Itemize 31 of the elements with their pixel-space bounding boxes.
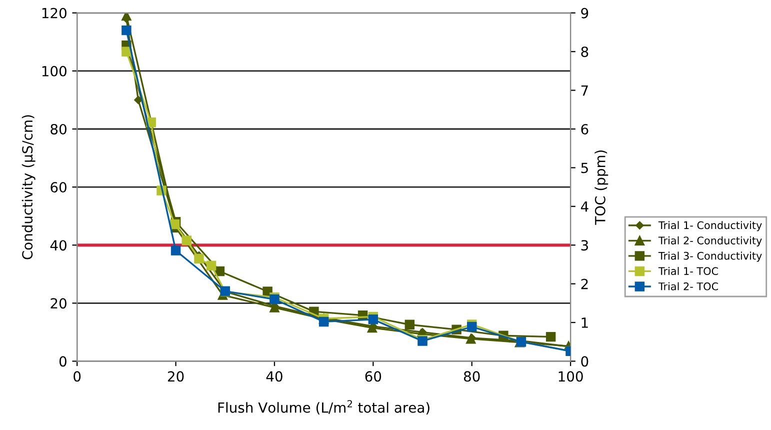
y2-tick-label: 1 (582, 318, 588, 328)
y-tick-label: 120 (42, 8, 66, 18)
y-tick-label: 60 (50, 182, 66, 193)
x-tick-label: 40 (266, 371, 282, 382)
y2-tick-label: 4 (580, 202, 588, 212)
legend-label: Trial 2- TOC (658, 282, 718, 290)
y2-tick-label: 0 (581, 356, 588, 367)
y2-tick-label: 8 (581, 46, 588, 58)
y-tick-label: 80 (50, 124, 66, 134)
y2-tick-label: 9 (581, 8, 588, 18)
x-tick-label: 0 (74, 371, 81, 382)
legend-label: Trial 2- Conductivity (658, 236, 762, 246)
x-axis-title: Flush Volume (L/m$^{2}$ total area) (218, 400, 430, 414)
x-tick-label: 80 (464, 371, 480, 382)
y2-axis-title: TOC (ppm) (594, 150, 608, 225)
legend-label: Trial 1- TOC (658, 266, 718, 276)
y-tick-label: 20 (50, 298, 66, 309)
y2-tick-label: 5 (581, 162, 588, 174)
x-tick-label: 20 (168, 371, 184, 382)
legend-label: Trial 3- Conductivity (658, 252, 762, 262)
x-tick-label: 60 (365, 371, 382, 382)
y-tick-label: 100 (42, 66, 66, 76)
legend-label: Trial 1- Conductivity (658, 221, 762, 232)
y2-tick-label: 3 (581, 240, 588, 251)
y2-tick-label: 2 (581, 278, 588, 290)
x-tick-label: 100 (558, 371, 583, 382)
y2-tick-label: 7 (581, 85, 588, 96)
y2-tick-label: 6 (581, 124, 588, 134)
y-axis-title: Conductivity (µS/cm) (22, 115, 36, 260)
y-tick-label: 0 (59, 356, 66, 367)
y-tick-label: 40 (50, 240, 66, 251)
